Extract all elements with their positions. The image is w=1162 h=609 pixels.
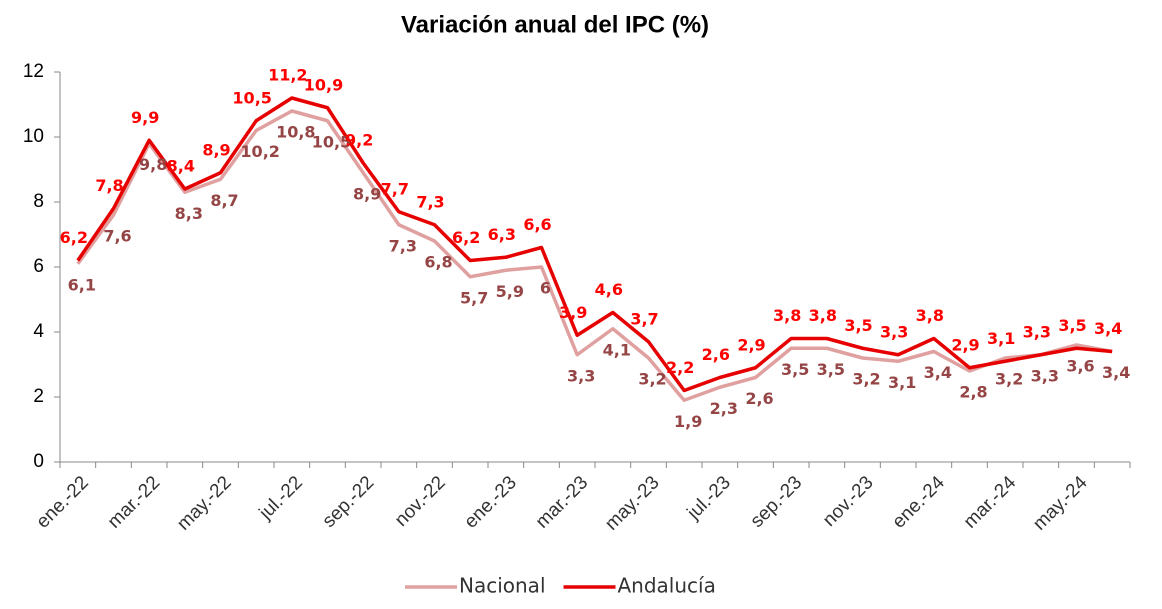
data-label: 3,4 <box>924 363 952 382</box>
data-label: 7,3 <box>416 192 444 211</box>
series-line <box>76 109 1113 402</box>
data-label: 3,3 <box>1031 366 1059 385</box>
data-label: 1,9 <box>674 412 702 431</box>
data-label: 7,7 <box>381 179 409 198</box>
data-label: 6 <box>540 279 551 298</box>
data-label: 7,3 <box>389 236 417 255</box>
data-label: 2,3 <box>710 399 738 418</box>
y-tick-label: 12 <box>23 61 44 82</box>
data-label: 6,8 <box>424 253 452 272</box>
data-label: 3,7 <box>630 309 658 328</box>
data-label: 9,9 <box>131 108 159 127</box>
data-label: 9,8 <box>139 155 167 174</box>
data-label: 3,1 <box>888 373 916 392</box>
data-label: 10,8 <box>276 123 315 142</box>
data-label: 3,4 <box>1102 363 1130 382</box>
data-label: 8,9 <box>202 140 230 159</box>
data-label: 3,5 <box>844 316 872 335</box>
data-label: 2,6 <box>702 345 730 364</box>
data-label: 4,1 <box>603 340 631 359</box>
data-label: 11,2 <box>268 66 307 85</box>
data-label: 5,9 <box>496 282 524 301</box>
series-line <box>76 96 1113 393</box>
x-tick-label: mar.-24 <box>960 472 1021 533</box>
data-label: 3,5 <box>1058 316 1086 335</box>
data-label: 6,6 <box>523 215 551 234</box>
data-label: 2,9 <box>951 335 979 354</box>
data-label: 3,8 <box>809 306 837 325</box>
y-tick-label: 10 <box>23 126 44 147</box>
data-label: 3,5 <box>781 360 809 379</box>
data-label: 3,3 <box>567 366 595 385</box>
y-tick-label: 8 <box>33 191 44 212</box>
data-label: 7,8 <box>95 176 123 195</box>
data-label: 3,2 <box>852 370 880 389</box>
data-label: 10,9 <box>304 75 343 94</box>
x-tick-label: may.-22 <box>173 472 235 534</box>
data-label: 3,2 <box>995 370 1023 389</box>
x-tick-label: ene.-22 <box>32 472 92 532</box>
data-label: 3,3 <box>880 322 908 341</box>
data-label: 3,6 <box>1066 357 1094 376</box>
legend-label: Andalucía <box>618 574 716 598</box>
data-label: 8,3 <box>175 204 203 223</box>
data-label: 4,6 <box>595 280 623 299</box>
x-tick-label: jul.-23 <box>683 472 735 524</box>
x-tick-label: may.-23 <box>601 472 663 534</box>
legend-label: Nacional <box>459 574 546 598</box>
y-tick-label: 0 <box>33 451 44 472</box>
x-tick-label: ene.-23 <box>460 472 520 532</box>
x-tick-label: jul.-22 <box>255 472 307 524</box>
y-tick-label: 6 <box>33 256 44 277</box>
data-label: 10,5 <box>312 132 351 151</box>
data-label: 10,5 <box>232 88 271 107</box>
data-label: 3,8 <box>916 306 944 325</box>
data-label: 6,2 <box>452 228 480 247</box>
data-label: 3,5 <box>817 360 845 379</box>
data-label: 2,9 <box>737 335 765 354</box>
x-tick-label: sep.-23 <box>747 472 807 532</box>
x-tick-label: sep.-22 <box>319 472 379 532</box>
data-label: 3,4 <box>1094 319 1122 338</box>
data-label: 9,2 <box>345 131 373 150</box>
y-tick-label: 2 <box>33 386 44 407</box>
data-label: 3,3 <box>1023 322 1051 341</box>
data-label: 2,2 <box>666 358 694 377</box>
x-tick-label: nov.-22 <box>391 472 450 531</box>
data-label: 8,4 <box>167 157 195 176</box>
data-label: 3,8 <box>773 306 801 325</box>
x-tick-label: nov.-23 <box>819 472 878 531</box>
data-label: 8,7 <box>210 191 238 210</box>
data-label: 3,2 <box>638 370 666 389</box>
x-tick-label: mar.-22 <box>104 472 164 532</box>
data-label: 7,6 <box>103 227 131 246</box>
x-tick-label: mar.-23 <box>532 472 592 532</box>
data-label: 10,2 <box>240 142 279 161</box>
data-label: 2,6 <box>745 389 773 408</box>
y-tick-label: 4 <box>33 321 44 342</box>
x-tick-label: may.-24 <box>1029 472 1092 535</box>
data-label: 6,3 <box>488 225 516 244</box>
x-tick-label: ene.-24 <box>888 472 949 533</box>
data-label: 6,1 <box>68 275 96 294</box>
data-label: 3,1 <box>987 329 1015 348</box>
data-label: 2,8 <box>959 383 987 402</box>
chart-title: Variación anual del IPC (%) <box>401 11 709 38</box>
data-label: 5,7 <box>460 288 488 307</box>
data-label: 8,9 <box>353 184 381 203</box>
data-label: 6,2 <box>60 228 88 247</box>
data-label: 3,9 <box>559 303 587 322</box>
